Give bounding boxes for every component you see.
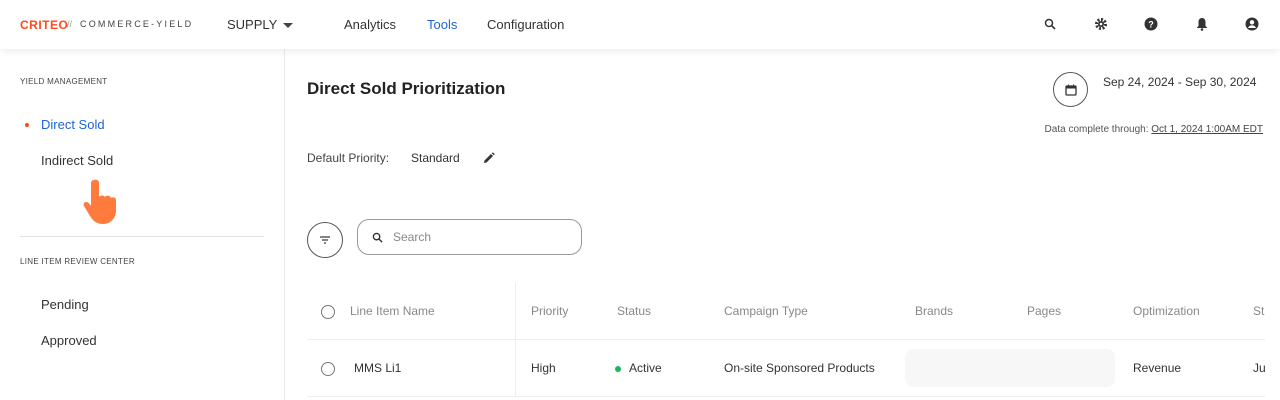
- default-priority-value: Standard: [411, 151, 460, 165]
- pointer-hand-icon: [78, 176, 126, 231]
- date-range: Sep 24, 2024 - Sep 30, 2024: [1103, 75, 1257, 89]
- row-checkbox[interactable]: [321, 362, 335, 376]
- table-row[interactable]: MMS Li1 High Active On-site Sponsored Pr…: [307, 340, 1265, 397]
- section-line-item-review-center: LINE ITEM REVIEW CENTER: [20, 257, 135, 266]
- calendar-icon: [1064, 84, 1077, 96]
- select-all-checkbox[interactable]: [321, 305, 335, 319]
- column-divider: [515, 283, 516, 340]
- start-cell: Ju: [1253, 361, 1265, 375]
- status-text: Active: [629, 361, 662, 375]
- column-pages[interactable]: Pages: [1027, 304, 1062, 318]
- column-line-item-name[interactable]: Line Item Name: [350, 304, 435, 318]
- priority-cell: High: [531, 361, 556, 375]
- default-priority-label: Default Priority:: [307, 151, 390, 165]
- page-title: Direct Sold Prioritization: [307, 79, 506, 98]
- campaign-type-cell: On-site Sponsored Products: [724, 361, 875, 375]
- account-icon[interactable]: [1243, 15, 1261, 33]
- column-priority[interactable]: Priority: [531, 304, 569, 318]
- search-icon[interactable]: [1041, 15, 1059, 33]
- bell-icon[interactable]: [1193, 15, 1211, 33]
- caret-down-icon: [283, 23, 294, 29]
- section-yield-management: YIELD MANAGEMENT: [20, 77, 108, 86]
- sidebar-item-approved[interactable]: Approved: [41, 333, 97, 348]
- supply-dropdown[interactable]: SUPPLY: [227, 17, 294, 32]
- nav-configuration[interactable]: Configuration: [487, 17, 565, 32]
- active-indicator: [25, 123, 29, 127]
- criteo-logo[interactable]: CRITEO: [20, 18, 69, 32]
- table-header: Line Item Name Priority Status Campaign …: [307, 283, 1265, 340]
- svg-text:?: ?: [1148, 20, 1154, 30]
- date-picker-button[interactable]: [1053, 72, 1088, 107]
- column-status[interactable]: Status: [617, 304, 652, 318]
- supply-label: SUPPLY: [227, 17, 278, 32]
- data-complete-label: Data complete through:: [1044, 124, 1149, 135]
- column-start[interactable]: St: [1253, 304, 1265, 318]
- data-complete-info: Data complete through: Oct 1, 2024 1:00A…: [1045, 124, 1263, 135]
- product-name: COMMERCE-YIELD: [80, 19, 194, 29]
- column-optimization[interactable]: Optimization: [1133, 304, 1200, 318]
- sidebar-item-direct-sold[interactable]: Direct Sold: [41, 117, 105, 132]
- column-brands[interactable]: Brands: [915, 304, 954, 318]
- sidebar-item-pending[interactable]: Pending: [41, 297, 89, 312]
- filter-icon: [320, 236, 330, 244]
- gear-icon[interactable]: [1092, 15, 1110, 33]
- line-item-name[interactable]: MMS Li1: [354, 361, 402, 375]
- filter-button[interactable]: [307, 222, 343, 258]
- top-bar: CRITEO // COMMERCE-YIELD SUPPLY Analytic…: [0, 0, 1280, 49]
- sidebar: [0, 49, 285, 400]
- column-divider: [515, 340, 516, 397]
- brands-pages-loading-placeholder: [905, 349, 1115, 387]
- search-icon: [372, 232, 383, 243]
- search-box[interactable]: [357, 219, 582, 255]
- status-dot-icon: [615, 365, 621, 372]
- nav-tools[interactable]: Tools: [427, 17, 458, 32]
- sidebar-item-indirect-sold[interactable]: Indirect Sold: [41, 153, 114, 168]
- search-input[interactable]: [393, 230, 563, 244]
- sidebar-divider: [20, 236, 264, 237]
- nav-analytics[interactable]: Analytics: [344, 17, 397, 32]
- logo-separator: //: [67, 19, 73, 29]
- column-campaign-type[interactable]: Campaign Type: [724, 304, 808, 318]
- edit-pencil-icon[interactable]: [483, 151, 495, 169]
- data-complete-link[interactable]: Oct 1, 2024 1:00AM EDT: [1151, 124, 1263, 135]
- status-cell: Active: [615, 361, 662, 375]
- optimization-cell: Revenue: [1133, 361, 1182, 375]
- help-icon[interactable]: ?: [1142, 15, 1160, 33]
